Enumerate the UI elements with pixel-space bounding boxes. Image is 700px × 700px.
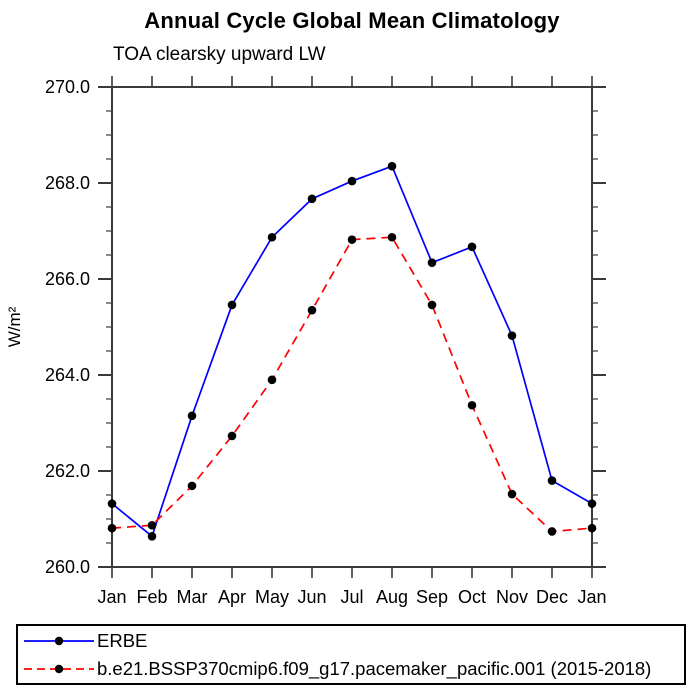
x-tick-label: Nov <box>496 587 528 607</box>
data-point-marker <box>547 527 557 536</box>
data-point-marker <box>547 476 557 485</box>
data-point-marker <box>307 194 317 204</box>
data-point-marker <box>467 242 477 252</box>
data-point-marker <box>347 235 357 244</box>
legend-entry-model: b.e21.BSSP370cmip6.f09_g17.pacemaker_pac… <box>18 655 684 683</box>
data-point-marker <box>187 481 197 491</box>
data-point-marker <box>387 161 397 171</box>
legend-box: ERBE b.e21.BSSP370cmip6.f09_g17.pacemake… <box>16 624 686 685</box>
data-point-marker <box>267 375 277 385</box>
data-point-marker <box>587 523 597 533</box>
data-point-marker <box>267 232 277 242</box>
y-tick-label: 266.0 <box>45 269 90 289</box>
data-point-marker <box>427 300 437 310</box>
y-tick-label: 260.0 <box>45 557 90 577</box>
x-tick-label: Apr <box>218 587 246 607</box>
legend-entry-erbe: ERBE <box>18 627 684 655</box>
data-point-marker <box>587 499 597 508</box>
data-point-marker <box>107 523 117 533</box>
data-point-marker <box>507 489 517 499</box>
data-point-marker <box>427 258 437 267</box>
chart-title: Annual Cycle Global Mean Climatology <box>144 8 560 33</box>
data-point-marker <box>147 520 157 530</box>
legend-marker-dot-icon <box>54 636 64 645</box>
plot-frame <box>111 86 593 568</box>
data-point-marker <box>227 300 237 310</box>
data-point-marker <box>387 232 397 242</box>
x-tick-label: Jul <box>340 587 363 607</box>
x-tick-label: Feb <box>136 587 167 607</box>
x-tick-label: Mar <box>177 587 208 607</box>
x-tick-label: Jan <box>97 587 126 607</box>
data-point-marker <box>347 176 357 186</box>
legend-label-model: b.e21.BSSP370cmip6.f09_g17.pacemaker_pac… <box>97 657 652 679</box>
plot-area: 260.0 262.0 264.0 266.0 268.0 270.0 Jan Feb Mar A… <box>45 76 607 607</box>
data-point-marker <box>227 431 237 441</box>
data-point-marker <box>507 331 517 340</box>
y-tick-label: 262.0 <box>45 461 90 481</box>
data-point-marker <box>107 499 117 508</box>
x-tick-label: Aug <box>376 587 408 607</box>
y-tick-label: 268.0 <box>45 173 90 193</box>
y-tick-label: 270.0 <box>45 77 90 97</box>
x-tick-label: Jan <box>577 587 606 607</box>
x-tick-label: Dec <box>536 587 568 607</box>
y-tick-label: 264.0 <box>45 365 90 385</box>
legend-sample-dashed-line <box>24 664 94 673</box>
x-tick-label: May <box>255 587 289 607</box>
x-tick-label: Sep <box>416 587 448 607</box>
series-line-model <box>111 236 593 533</box>
legend-marker-dot-icon <box>54 664 64 673</box>
x-tick-label: Oct <box>458 587 486 607</box>
x-tick-label: Jun <box>297 587 326 607</box>
legend-sample-solid-line <box>24 636 94 645</box>
data-point-marker <box>307 305 317 315</box>
data-point-marker <box>147 531 157 541</box>
series-line-erbe <box>111 165 593 538</box>
chart-subtitle: TOA clearsky upward LW <box>113 44 326 65</box>
data-point-marker <box>467 400 477 410</box>
data-point-marker <box>187 411 197 421</box>
legend-label-erbe: ERBE <box>97 629 148 651</box>
